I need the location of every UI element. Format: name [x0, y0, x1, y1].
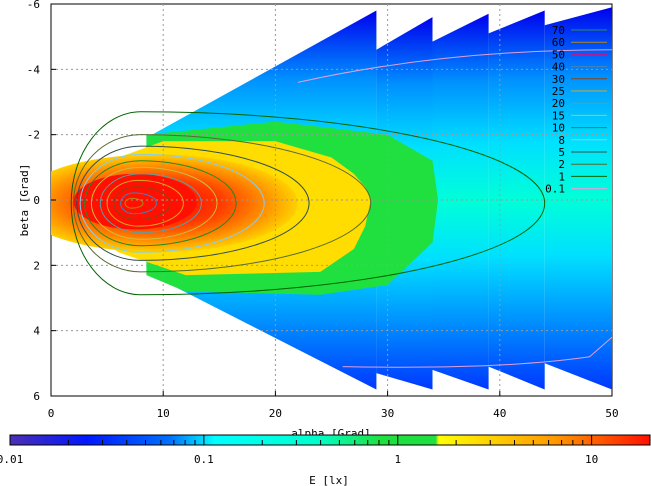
contour-line	[99, 173, 202, 234]
y-tick-label: 2	[33, 259, 40, 272]
legend-label: 8	[558, 134, 565, 147]
contour-line	[76, 145, 310, 261]
contour-line	[90, 166, 218, 240]
x-tick-label: 0	[48, 407, 55, 420]
x-axis-ticks: 0 10 20 30 40 50	[48, 391, 619, 420]
colorbar-tick-label: 1	[394, 453, 401, 466]
colorbar-ticks: 0.01 0.1 1 10	[0, 435, 651, 466]
contour-line	[79, 153, 265, 253]
legend-label: 2	[558, 158, 565, 171]
y-axis-ticks: -6 -4 -2 0 2 4 6	[27, 0, 56, 403]
legend-label: 10	[552, 122, 565, 135]
contour-line	[297, 49, 612, 83]
contour-line	[70, 111, 546, 296]
x-tick-label: 10	[157, 407, 170, 420]
grid	[51, 4, 612, 396]
x-tick-label: 20	[269, 407, 282, 420]
contour-lines	[70, 49, 612, 368]
y-tick-label: 0	[33, 194, 40, 207]
colorbar-tick-label: 0.01	[0, 453, 23, 466]
legend-label: 60	[552, 36, 565, 49]
legend-label: 25	[552, 85, 565, 98]
heat-strip	[432, 13, 489, 390]
legend-label: 30	[552, 73, 565, 86]
legend-label: 20	[552, 97, 565, 110]
y-tick-label: -6	[27, 0, 40, 11]
contour-line	[84, 160, 237, 247]
y-tick-label: 4	[33, 325, 40, 338]
contour-line	[113, 186, 171, 221]
y-axis-label: beta [Grad]	[18, 164, 31, 237]
contour-line	[124, 197, 144, 209]
colorbar-tick-label: 10	[585, 453, 598, 466]
legend-label: 0.1	[545, 183, 565, 196]
colorbar-label: E [lx]	[309, 474, 349, 486]
y-tick-label: -2	[27, 129, 40, 142]
legend-label: 50	[552, 48, 565, 61]
legend-label: 5	[558, 146, 565, 159]
legend-label: 70	[552, 24, 565, 37]
colorbar-tick-label: 0.1	[194, 453, 214, 466]
contour-line	[120, 192, 157, 215]
x-tick-label: 40	[493, 407, 506, 420]
x-tick-label: 50	[605, 407, 618, 420]
contour-line	[342, 336, 612, 368]
y-tick-label: 6	[33, 390, 40, 403]
contour-line	[72, 134, 372, 273]
colorbar-gradient	[9, 434, 651, 446]
legend-label: 1	[558, 170, 565, 183]
contour-line	[106, 179, 184, 227]
x-tick-label: 30	[381, 407, 394, 420]
legend-label: 15	[552, 109, 565, 122]
colorbar: 0.01 0.1 1 10 E [lx]	[0, 434, 651, 486]
legend-label: 40	[552, 61, 565, 74]
y-tick-label: -4	[27, 63, 41, 76]
